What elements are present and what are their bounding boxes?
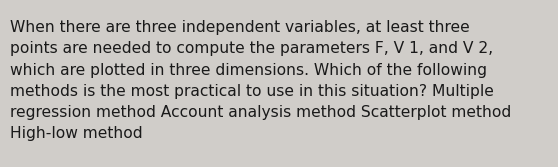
Text: When there are three independent variables, at least three
points are needed to : When there are three independent variabl… [10, 20, 511, 141]
